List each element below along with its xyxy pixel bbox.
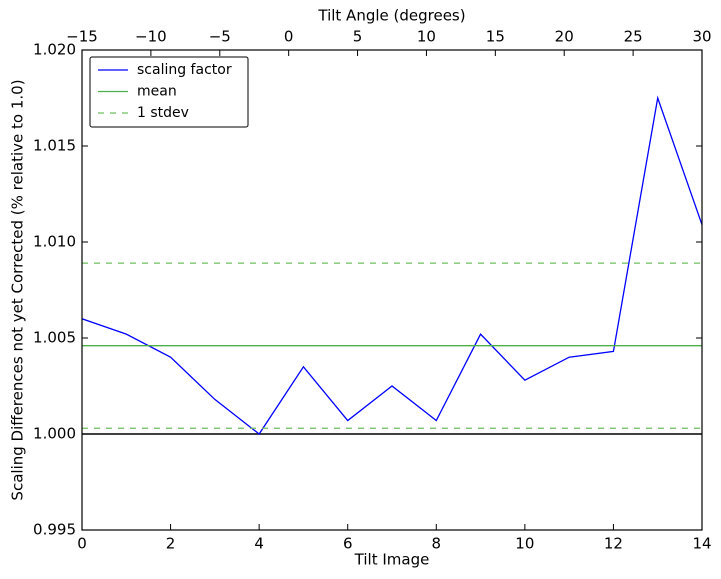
x2-tick-label: 25 xyxy=(624,28,643,46)
legend xyxy=(89,56,249,128)
x-tick-label: 6 xyxy=(343,535,353,553)
x2-tick-label: 10 xyxy=(417,28,436,46)
x2-tick-label: −10 xyxy=(135,28,167,46)
x-axis-label: Tilt Image xyxy=(354,551,430,569)
y-tick-label: 1.005 xyxy=(33,329,76,347)
y-tick-label: 1.020 xyxy=(33,41,76,59)
series-line xyxy=(82,95,702,435)
x2-tick-label: 15 xyxy=(486,28,505,46)
x-tick-label: 12 xyxy=(604,535,623,553)
x2-tick-label: −15 xyxy=(66,28,98,46)
x-tick-label: 10 xyxy=(515,535,534,553)
y-tick-label: 0.995 xyxy=(33,521,76,539)
x2-tick-label: −5 xyxy=(209,28,231,46)
y-axis-label: Scaling Differences not yet Corrected (%… xyxy=(9,79,27,500)
x2-tick-label: 5 xyxy=(353,28,363,46)
legend-label: scaling factor xyxy=(137,62,232,78)
legend-label: mean xyxy=(137,84,177,100)
x2-tick-label: 20 xyxy=(555,28,574,46)
y-tick-label: 1.015 xyxy=(33,137,76,155)
x-tick-label: 8 xyxy=(432,535,442,553)
x-tick-label: 0 xyxy=(77,535,87,553)
legend-label: 1 stdev xyxy=(137,105,189,121)
y-tick-label: 1.000 xyxy=(33,425,76,443)
x2-tick-label: 0 xyxy=(284,28,294,46)
x2-tick-label: 30 xyxy=(692,28,711,46)
x-tick-label: 2 xyxy=(166,535,176,553)
plot-frame xyxy=(81,49,703,531)
x-tick-label: 4 xyxy=(254,535,264,553)
x2-axis-label: Tilt Angle (degrees) xyxy=(317,7,465,25)
x-tick-label: 14 xyxy=(692,535,711,553)
y-tick-label: 1.010 xyxy=(33,233,76,251)
